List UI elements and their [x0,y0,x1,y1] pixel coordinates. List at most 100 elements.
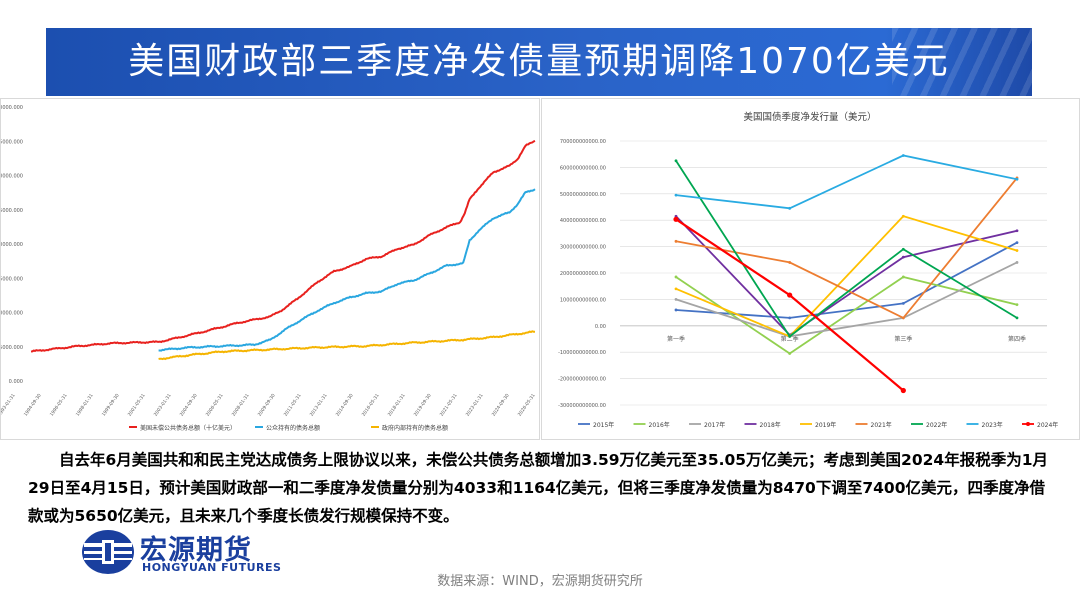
data-point-2021年 [788,261,792,264]
data-point-2015年 [788,316,792,320]
y-tick-label: -200000000000.00 [558,377,606,383]
series-line-2023年 [675,154,1018,210]
data-point-2019年 [1015,249,1019,252]
x-tick-label: 2021-05-31 [439,393,459,418]
y-tick-label: 700000000000.00 [560,139,606,145]
x-tick-label: 第四季 [1008,335,1026,343]
x-tick-label: 1996-05-31 [49,393,69,418]
data-point-2016年 [788,352,792,355]
legend-entry: 2018年 [760,421,781,429]
x-tick-label: 第一季 [667,335,685,343]
x-tick-label: 2016-05-31 [361,393,381,418]
data-point-2022年 [1015,316,1019,320]
banner-decoration [892,28,1032,96]
x-tick-label: 2023-01-31 [465,393,485,418]
legend-entry: 2016年 [649,421,670,429]
series-line-2024年 [675,218,905,392]
y-tick-label: 25000.000 [1,208,23,214]
series-line-2019年 [675,215,1018,338]
data-point-2023年 [1015,177,1019,181]
y-tick-label: 200000000000.00 [560,271,606,277]
data-point-2019年 [674,287,678,291]
data-point-2022年 [901,247,905,251]
data-point-2018年 [901,255,905,259]
x-tick-label: 第二季 [781,335,799,343]
data-source-note: 数据来源：WIND，宏源期货研究所 [437,574,643,589]
chart-title: 美国国债季度净发行量（美元） [743,111,876,123]
x-tick-label: 2019-09-30 [413,393,433,418]
y-tick-label: 600000000000.00 [560,165,606,171]
data-point-2023年 [901,154,905,157]
x-tick-label: 1999-09-30 [101,393,121,418]
y-tick-label: 300000000000.00 [560,245,606,251]
y-tick-label: 400000000000.00 [560,218,606,224]
data-point-2015年 [1015,241,1019,245]
y-tick-label: 500000000000.00 [560,192,606,198]
x-tick-label: 第三季 [894,335,912,343]
y-tick-label: 5000.000 [1,345,23,351]
data-point-2024年 [673,216,679,222]
data-point-2016年 [674,275,678,279]
data-point-2021年 [674,239,678,243]
y-tick-label: 0.000 [9,379,23,385]
x-tick-label: 2001-05-31 [127,393,147,418]
debt-total-chart: 0.000 5000.000 10000.000 15000.000 20000.000… [0,98,540,440]
summary-paragraph: 自去年6月美国共和和民主党达成债务上限协议以来，未偿公共债务总额增加3.59万亿… [28,451,1048,525]
x-tick-label: 2013-01-31 [309,393,329,418]
x-tick-label: 2003-01-31 [153,393,173,418]
x-tick-label: 2014-09-30 [335,393,355,418]
legend-entry: 2021年 [871,421,892,429]
x-tick-label: 2006-05-31 [205,393,225,418]
data-point-2016年 [1015,303,1019,307]
y-tick-label: 20000.000 [1,242,23,248]
series-line-2021年 [675,177,1018,320]
legend-entry: 2023年 [982,421,1003,429]
data-point-2015年 [674,308,678,312]
y-tick-label: 30000.000 [1,174,23,180]
data-point-2015年 [901,301,905,305]
x-tick-label: 1994-09-30 [23,393,43,418]
x-tick-label: 2008-01-31 [231,393,251,418]
data-point-2017年 [674,298,678,301]
x-tick-label: 2009-09-30 [257,393,277,418]
legend-entry: 美国未偿公共债务总额（十亿美元） [140,424,236,432]
legend-entry: 2015年 [593,421,614,429]
x-tick-label: 2024-09-30 [491,393,511,418]
y-tick-label: 0.00 [595,324,606,330]
x-tick-label: 2026-05-31 [517,393,537,418]
logo-emblem-icon [82,530,134,574]
legend-entry: 政府内部持有的债务总额 [382,424,448,432]
x-tick-label: 2011-05-31 [283,393,303,418]
series-line-2015年 [675,241,1018,319]
series-line-2017年 [675,261,1018,338]
data-point-2016年 [901,275,905,279]
legend-entry: 2022年 [926,421,947,429]
data-point-2024年 [900,387,906,394]
x-tick-label: 1998-01-31 [75,393,95,418]
x-tick-label: 1993-01-31 [1,393,17,418]
title-banner: 美国财政部三季度净发债量预期调降1070亿美元 [46,28,1032,96]
y-tick-label: -100000000000.00 [558,350,606,356]
data-point-2022年 [674,159,678,163]
logo-english-name: HONGYUAN FUTURES [142,561,282,574]
quarterly-issuance-chart-svg: 美国国债季度净发行量（美元） -300000000000.00 -200000000… [558,111,1058,429]
company-logo: 宏源期货 HONGYUAN FUTURES [80,528,310,576]
logo-chinese-name: 宏源期货 [140,535,252,566]
y-tick-label: 10000.000 [1,311,23,317]
y-tick-label: 35000.000 [1,139,23,145]
data-point-2021年 [901,316,905,320]
y-tick-label: 15000.000 [1,276,23,282]
data-point-2023年 [788,206,792,210]
series-line-1 [30,139,536,353]
data-point-2017年 [1015,261,1019,264]
page-title: 美国财政部三季度净发债量预期调降1070亿美元 [128,41,950,82]
legend-entry: 2019年 [815,421,836,429]
data-point-2023年 [674,193,678,197]
data-point-2018年 [1015,229,1019,233]
debt-total-chart-svg: 0.000 5000.000 10000.000 15000.000 20000.000… [0,105,537,432]
y-tick-label: 40000.000 [1,105,23,111]
legend-entry: 2017年 [704,421,725,429]
series-line-2022年 [675,160,1018,338]
legend-marker-dot [1026,422,1030,426]
x-tick-label: 2018-01-31 [387,393,407,418]
